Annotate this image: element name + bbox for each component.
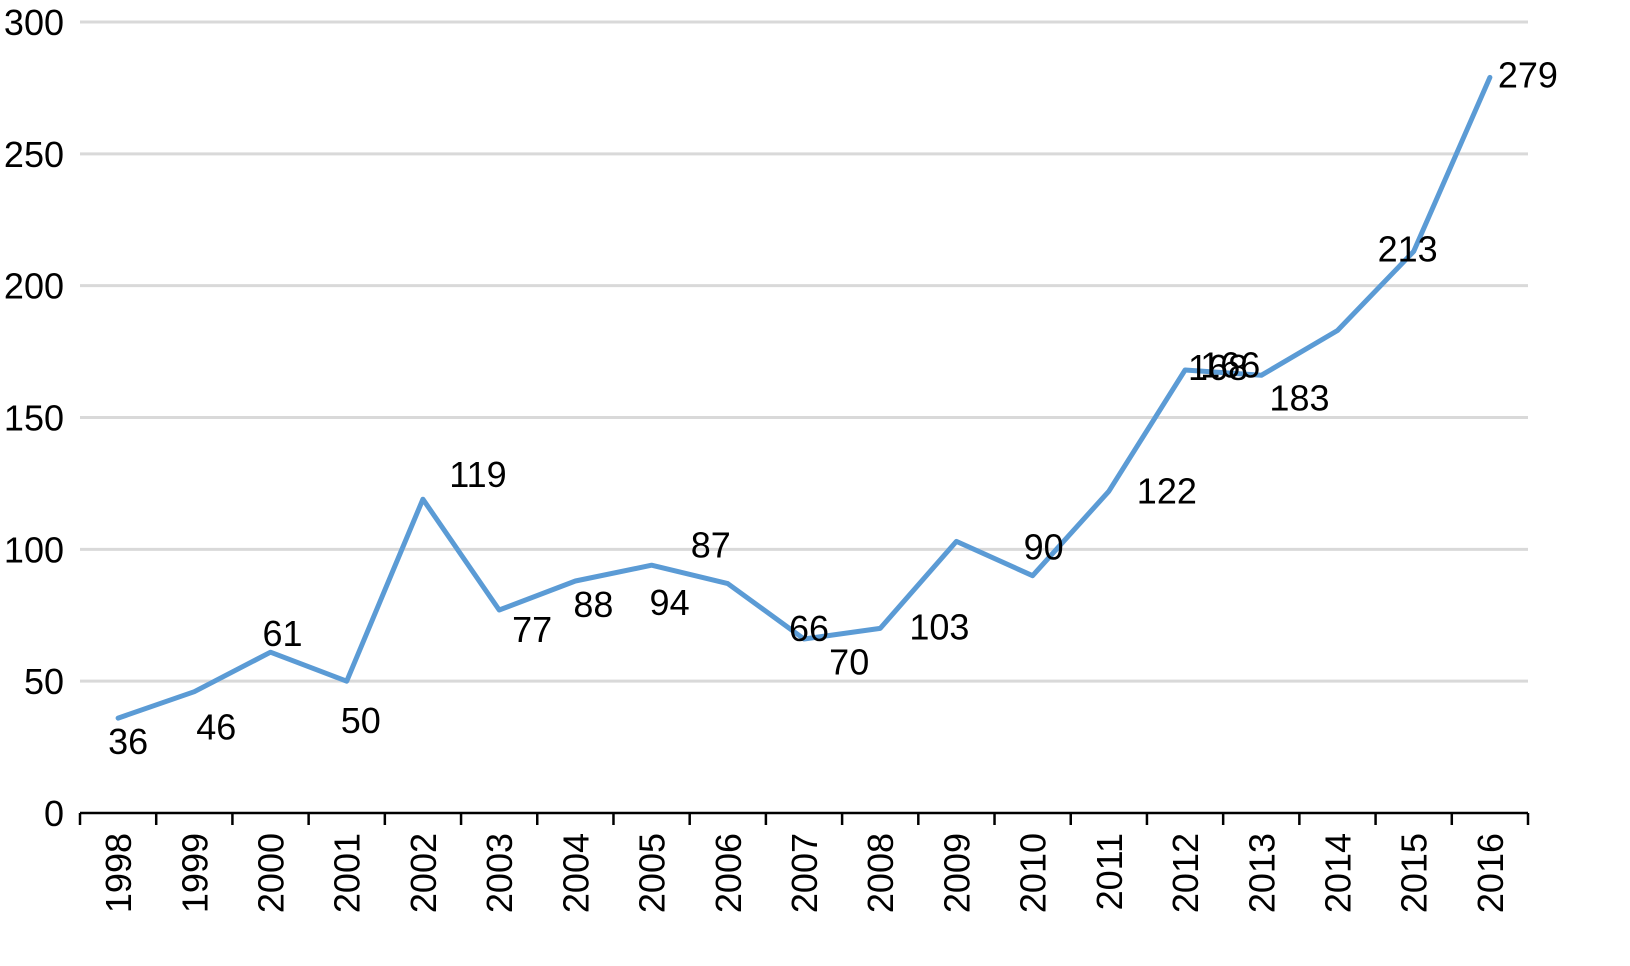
data-label: 103 (909, 606, 969, 647)
x-tick-label: 2001 (327, 833, 368, 913)
series-line (115, 74, 1493, 721)
data-label: 87 (691, 525, 731, 566)
data-label: 50 (341, 700, 381, 741)
data-label: 70 (829, 641, 869, 682)
data-label: 122 (1137, 470, 1197, 511)
data-label: 88 (573, 584, 613, 625)
data-label: 119 (449, 454, 506, 495)
data-label: 36 (108, 721, 148, 762)
x-tick-label: 1999 (174, 833, 215, 913)
x-tick-label: 2005 (632, 833, 673, 913)
data-label: 66 (789, 608, 829, 649)
x-tick-label: 2010 (1013, 833, 1054, 913)
data-label: 213 (1378, 228, 1438, 269)
x-tick-label: 2014 (1317, 833, 1358, 913)
data-label: 90 (1024, 527, 1064, 568)
y-tick-label: 300 (4, 2, 64, 43)
y-tick-label: 250 (4, 134, 64, 175)
x-tick-label: 2012 (1165, 833, 1206, 913)
data-label: 183 (1269, 377, 1329, 418)
x-tick-label: 2015 (1394, 833, 1435, 913)
x-tick-label: 2009 (936, 833, 977, 913)
x-axis (78, 811, 1530, 825)
y-tick-label: 0 (44, 793, 64, 834)
x-axis-tick-labels: 1998 1999 2000 2001 2002 2003 2004 2005 2006 2007… (98, 833, 1511, 913)
x-tick-label: 2004 (555, 833, 596, 913)
data-label: 46 (196, 707, 236, 748)
x-tick-label: 2002 (403, 833, 444, 913)
gridlines (80, 20, 1528, 683)
x-tick-label: 1998 (98, 833, 139, 913)
x-tick-label: 2011 (1089, 833, 1130, 910)
x-tick-label: 2013 (1241, 833, 1282, 913)
x-tick-label: 2000 (251, 833, 292, 913)
data-label: 77 (512, 609, 552, 650)
x-tick-label: 2008 (860, 833, 901, 913)
data-label: 279 (1498, 54, 1558, 95)
data-label: 166 (1200, 344, 1260, 385)
data-label: 61 (263, 613, 303, 654)
x-tick-label: 2006 (708, 833, 749, 913)
y-axis-tick-labels: 0 50 100 150 200 250 300 (4, 2, 64, 834)
x-tick-label: 2016 (1470, 833, 1511, 913)
data-label: 168 (1188, 347, 1248, 388)
x-tick-label: 2003 (479, 833, 520, 913)
y-tick-label: 150 (4, 398, 64, 439)
y-tick-label: 100 (4, 529, 64, 570)
x-tick-label: 2007 (784, 833, 825, 913)
y-tick-label: 200 (4, 266, 64, 307)
data-label: 94 (650, 582, 690, 623)
y-tick-label: 50 (24, 661, 64, 702)
series-group (115, 74, 1493, 721)
